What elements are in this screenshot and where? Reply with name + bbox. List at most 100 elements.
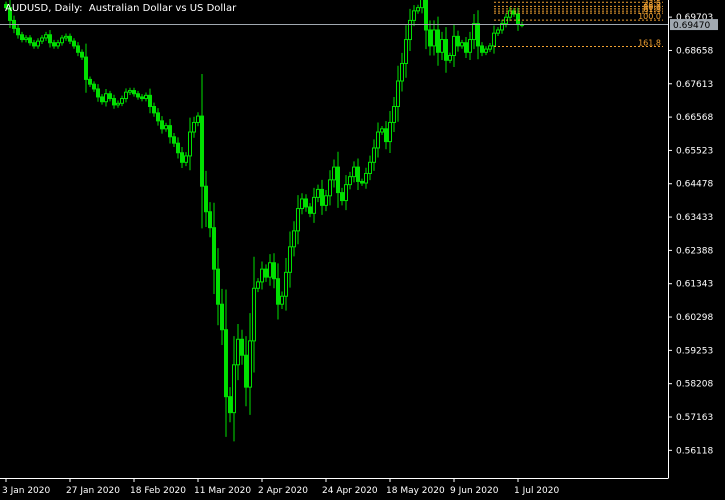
candle bbox=[192, 116, 196, 138]
candle-body bbox=[212, 227, 216, 270]
candle-body bbox=[508, 10, 512, 18]
candle-body bbox=[132, 90, 136, 95]
candle bbox=[120, 95, 124, 107]
candle-body bbox=[424, 0, 428, 31]
candle bbox=[452, 24, 456, 67]
candle-body bbox=[404, 39, 408, 64]
candle bbox=[16, 24, 20, 39]
price-tick-label: 0.68658 bbox=[676, 46, 713, 56]
candle-body bbox=[456, 35, 460, 47]
candle-body bbox=[468, 39, 472, 53]
candle-body bbox=[300, 198, 304, 210]
candle bbox=[320, 179, 324, 215]
candle-body bbox=[476, 23, 480, 47]
time-tick-label: 24 Apr 2020 bbox=[322, 486, 378, 496]
price-tick-label: 0.59253 bbox=[676, 346, 713, 356]
candle-body bbox=[244, 354, 248, 388]
candle-body bbox=[280, 295, 284, 305]
candle bbox=[396, 65, 400, 122]
candle bbox=[52, 39, 56, 49]
price-axis[interactable]: 0.69703 0.68658 0.67613 0.66568 0.65523 0.644… bbox=[668, 13, 718, 456]
candle bbox=[264, 264, 268, 282]
candle bbox=[4, 1, 8, 11]
candle bbox=[444, 27, 448, 73]
candle-body bbox=[240, 338, 244, 356]
candle-body bbox=[24, 37, 28, 41]
candle-body bbox=[176, 142, 180, 154]
candle bbox=[260, 261, 264, 290]
candle bbox=[368, 155, 372, 181]
candle-body bbox=[356, 166, 360, 182]
candle-body bbox=[384, 128, 388, 143]
candle-body bbox=[200, 115, 204, 187]
candle-body bbox=[352, 166, 356, 178]
candle-body bbox=[420, 0, 424, 9]
candle bbox=[216, 248, 220, 326]
candle bbox=[308, 203, 312, 218]
candle-body bbox=[276, 278, 280, 305]
candle-body bbox=[156, 112, 160, 122]
candle-body bbox=[168, 125, 172, 138]
time-tick-label: 11 Mar 2020 bbox=[194, 486, 251, 496]
candle-body bbox=[208, 211, 212, 229]
fib-level-label: 50.0 bbox=[643, 3, 661, 12]
candle bbox=[48, 29, 52, 48]
candle bbox=[468, 31, 472, 60]
candle-body bbox=[148, 94, 152, 108]
candle-body bbox=[88, 78, 92, 85]
candle-body bbox=[400, 62, 404, 82]
candle-body bbox=[364, 172, 368, 184]
candle-body bbox=[376, 131, 380, 149]
candle bbox=[184, 152, 188, 167]
candle-body bbox=[64, 35, 68, 39]
candle bbox=[484, 46, 488, 56]
time-tick-label: 1 Jul 2020 bbox=[514, 486, 559, 496]
candle-body bbox=[460, 42, 464, 47]
candle-body bbox=[248, 340, 252, 388]
candle-body bbox=[40, 37, 44, 42]
candle-body bbox=[492, 32, 496, 47]
candle-body bbox=[224, 329, 228, 398]
candle-body bbox=[236, 338, 240, 366]
candle bbox=[208, 202, 212, 238]
candle bbox=[400, 52, 404, 92]
candle-body bbox=[188, 131, 192, 157]
price-tick-label: 0.60298 bbox=[676, 313, 713, 323]
candle-body bbox=[336, 166, 340, 194]
candle bbox=[392, 96, 396, 133]
candle bbox=[124, 88, 128, 103]
candle-body bbox=[96, 88, 100, 98]
candle bbox=[88, 76, 92, 88]
candle-body bbox=[180, 152, 184, 163]
candle-body bbox=[444, 39, 448, 61]
candle bbox=[156, 108, 160, 126]
candle-body bbox=[324, 195, 328, 206]
candle bbox=[160, 116, 164, 134]
candle-body bbox=[124, 91, 128, 100]
candle bbox=[360, 178, 364, 186]
candle bbox=[416, 4, 420, 14]
candle bbox=[312, 187, 316, 223]
candle bbox=[28, 35, 32, 46]
candle bbox=[420, 0, 424, 14]
candle bbox=[84, 43, 88, 93]
candle bbox=[332, 159, 336, 188]
candle bbox=[96, 84, 100, 102]
candle bbox=[488, 43, 492, 52]
candle-body bbox=[232, 364, 236, 414]
candle bbox=[44, 31, 48, 41]
candle bbox=[104, 88, 108, 107]
candle-body bbox=[252, 287, 256, 342]
candle bbox=[116, 100, 120, 108]
time-axis[interactable]: 3 Jan 2020 27 Jan 2020 18 Feb 2020 11 Mar 2… bbox=[2, 478, 559, 496]
candle-body bbox=[484, 48, 488, 53]
candle bbox=[432, 20, 436, 56]
candle-body bbox=[360, 180, 364, 184]
candle bbox=[196, 112, 200, 127]
candle-body bbox=[500, 23, 504, 31]
candle bbox=[8, 0, 12, 29]
candle-body bbox=[328, 179, 332, 197]
candle-body bbox=[408, 19, 412, 41]
